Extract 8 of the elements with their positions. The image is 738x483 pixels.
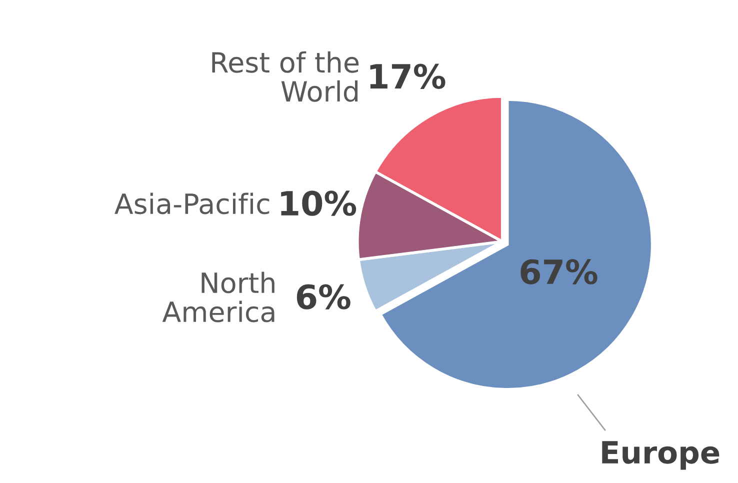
slice-label: Asia-Pacific — [114, 192, 270, 214]
data-label: 6% — [296, 284, 350, 310]
data-label: 17% — [370, 64, 446, 89]
slice-label: Europe — [602, 441, 720, 470]
data-label: 67% — [520, 259, 598, 284]
data-label: 10% — [281, 190, 356, 216]
slice-label: Rest of the World — [212, 51, 359, 102]
slice-label: North America — [162, 272, 274, 322]
